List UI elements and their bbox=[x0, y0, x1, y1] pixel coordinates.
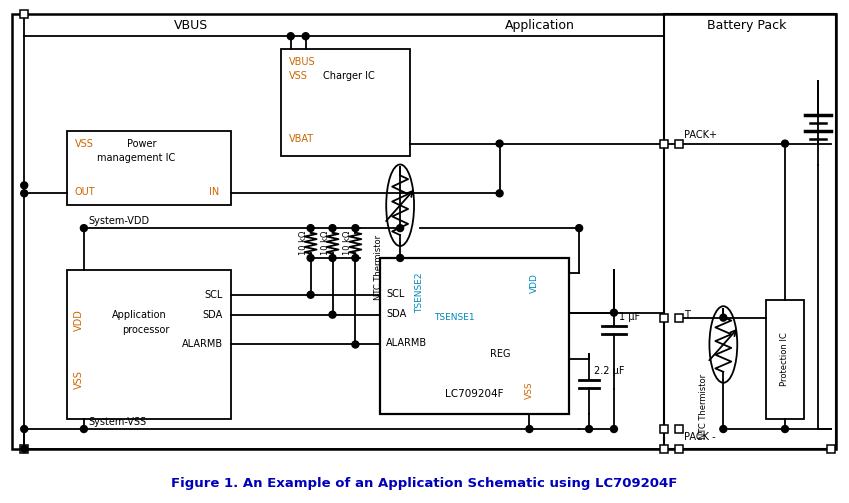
Bar bbox=[281, 49, 410, 155]
Text: SCL: SCL bbox=[205, 290, 223, 300]
Circle shape bbox=[329, 311, 336, 318]
Circle shape bbox=[782, 426, 789, 433]
Bar bbox=[675, 445, 683, 453]
Bar bbox=[20, 11, 28, 18]
Text: processor: processor bbox=[121, 324, 169, 334]
Circle shape bbox=[610, 426, 617, 433]
Circle shape bbox=[20, 426, 28, 433]
Text: 1 µF: 1 µF bbox=[619, 312, 640, 321]
Bar bbox=[675, 140, 683, 147]
Circle shape bbox=[307, 225, 314, 231]
Text: ALARMB: ALARMB bbox=[386, 339, 427, 349]
Circle shape bbox=[20, 182, 28, 189]
Text: SCL: SCL bbox=[386, 289, 405, 299]
Circle shape bbox=[586, 426, 593, 433]
Text: 2.2 µF: 2.2 µF bbox=[594, 366, 625, 376]
Text: VDD: VDD bbox=[530, 273, 539, 293]
Text: 10 kΩ: 10 kΩ bbox=[343, 231, 352, 255]
Text: NTC Thermistor: NTC Thermistor bbox=[374, 235, 383, 300]
Text: LC709204F: LC709204F bbox=[446, 389, 504, 399]
Bar bbox=[766, 300, 804, 419]
Text: NTC Thermistor: NTC Thermistor bbox=[699, 374, 708, 440]
Circle shape bbox=[351, 225, 359, 231]
Bar bbox=[67, 270, 231, 419]
Bar bbox=[675, 314, 683, 321]
Circle shape bbox=[20, 190, 28, 197]
Text: VSS: VSS bbox=[289, 71, 307, 81]
Text: T: T bbox=[683, 310, 689, 320]
Text: SDA: SDA bbox=[386, 309, 407, 319]
Circle shape bbox=[307, 255, 314, 262]
Circle shape bbox=[302, 33, 309, 40]
Circle shape bbox=[20, 446, 28, 452]
Bar bbox=[660, 314, 667, 321]
Circle shape bbox=[496, 140, 503, 147]
Text: System-VSS: System-VSS bbox=[89, 417, 147, 427]
Bar bbox=[67, 131, 231, 205]
Circle shape bbox=[81, 426, 87, 433]
Circle shape bbox=[351, 341, 359, 348]
Text: 10 kΩ: 10 kΩ bbox=[321, 231, 329, 255]
Circle shape bbox=[287, 33, 295, 40]
Circle shape bbox=[396, 255, 403, 262]
Text: VBAT: VBAT bbox=[289, 134, 314, 144]
Circle shape bbox=[720, 426, 727, 433]
Circle shape bbox=[81, 225, 87, 231]
Text: OUT: OUT bbox=[75, 187, 96, 197]
Bar bbox=[660, 425, 667, 433]
Text: Figure 1. An Example of an Application Schematic using LC709204F: Figure 1. An Example of an Application S… bbox=[171, 477, 678, 490]
Circle shape bbox=[396, 225, 403, 231]
Text: VDD: VDD bbox=[74, 309, 84, 330]
Text: IN: IN bbox=[209, 187, 219, 197]
Text: ALARMB: ALARMB bbox=[182, 340, 223, 350]
Bar bbox=[20, 445, 28, 453]
Text: VSS: VSS bbox=[74, 370, 84, 389]
Circle shape bbox=[329, 225, 336, 231]
Bar bbox=[827, 445, 835, 453]
Text: 10 kΩ: 10 kΩ bbox=[299, 231, 307, 255]
Text: Power: Power bbox=[127, 139, 156, 148]
Text: VBUS: VBUS bbox=[289, 57, 315, 67]
Circle shape bbox=[329, 255, 336, 262]
Text: System-VDD: System-VDD bbox=[89, 216, 150, 226]
Bar bbox=[660, 140, 667, 147]
Circle shape bbox=[610, 309, 617, 316]
Text: SDA: SDA bbox=[203, 310, 223, 319]
Text: TSENSE2: TSENSE2 bbox=[415, 273, 424, 313]
Text: VSS: VSS bbox=[75, 139, 94, 148]
Bar bbox=[12, 14, 835, 449]
Text: Application: Application bbox=[112, 310, 166, 320]
Text: PACK -: PACK - bbox=[683, 432, 715, 442]
Bar bbox=[675, 425, 683, 433]
Circle shape bbox=[576, 225, 582, 231]
Text: Protection IC: Protection IC bbox=[780, 332, 790, 386]
Text: REG: REG bbox=[490, 350, 510, 360]
Text: Battery Pack: Battery Pack bbox=[706, 19, 786, 32]
Text: management IC: management IC bbox=[97, 152, 175, 162]
Circle shape bbox=[307, 291, 314, 298]
Circle shape bbox=[526, 426, 533, 433]
Bar bbox=[380, 258, 569, 414]
Bar bbox=[664, 14, 835, 449]
Text: PACK+: PACK+ bbox=[683, 130, 717, 140]
Text: VBUS: VBUS bbox=[174, 19, 208, 32]
Bar bbox=[660, 445, 667, 453]
Text: Application: Application bbox=[504, 19, 574, 32]
Text: VSS: VSS bbox=[525, 382, 534, 399]
Circle shape bbox=[351, 255, 359, 262]
Text: Charger IC: Charger IC bbox=[323, 71, 374, 81]
Text: TSENSE1: TSENSE1 bbox=[435, 313, 475, 321]
Circle shape bbox=[720, 314, 727, 321]
Circle shape bbox=[782, 140, 789, 147]
Circle shape bbox=[496, 190, 503, 197]
